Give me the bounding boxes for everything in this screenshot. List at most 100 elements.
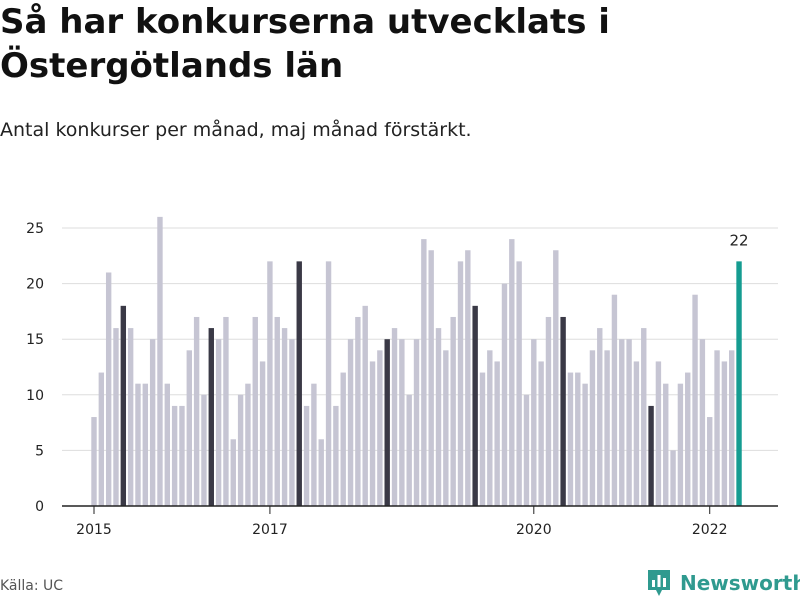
bar bbox=[604, 350, 610, 506]
bar bbox=[699, 339, 706, 506]
bar bbox=[252, 316, 258, 506]
bar bbox=[120, 305, 127, 506]
bar bbox=[501, 283, 508, 506]
bar bbox=[553, 250, 559, 506]
bar bbox=[685, 372, 691, 506]
bar bbox=[340, 372, 346, 506]
bar bbox=[399, 339, 405, 506]
bar bbox=[582, 383, 588, 506]
bar bbox=[186, 350, 192, 506]
bar bbox=[619, 339, 625, 506]
y-tick-label: 5 bbox=[35, 443, 44, 459]
bar bbox=[362, 305, 368, 506]
bar bbox=[560, 316, 566, 506]
bar bbox=[325, 261, 332, 506]
bar bbox=[289, 339, 295, 506]
bar bbox=[127, 328, 134, 506]
bar-chart: 0 5 10 15 20 25 2015 2017 2020 2022 22 bbox=[26, 216, 778, 538]
bar bbox=[531, 339, 537, 506]
axes bbox=[62, 505, 778, 514]
bar bbox=[149, 339, 156, 506]
bar bbox=[597, 328, 603, 506]
y-tick-label: 0 bbox=[35, 499, 44, 515]
bar bbox=[157, 216, 163, 506]
bar bbox=[318, 439, 324, 506]
labels: 0 5 10 15 20 25 2015 2017 2020 2022 22 bbox=[26, 221, 748, 538]
bar bbox=[215, 339, 222, 506]
bar bbox=[135, 383, 141, 506]
bar bbox=[347, 339, 354, 506]
bar bbox=[333, 405, 339, 506]
bar bbox=[648, 405, 654, 506]
bar bbox=[230, 439, 236, 506]
bar bbox=[223, 316, 229, 506]
bar bbox=[91, 417, 97, 506]
bar bbox=[443, 350, 449, 506]
bar bbox=[406, 394, 412, 506]
bar bbox=[655, 361, 662, 506]
bar bbox=[487, 350, 493, 506]
bars bbox=[91, 216, 742, 506]
bar bbox=[105, 272, 112, 506]
bar bbox=[245, 383, 251, 506]
bar bbox=[575, 372, 581, 506]
bar bbox=[589, 350, 596, 506]
bar bbox=[208, 328, 214, 506]
bar bbox=[413, 339, 420, 506]
bar bbox=[611, 294, 618, 506]
bar bbox=[707, 417, 713, 506]
bar bbox=[164, 383, 170, 506]
bar bbox=[391, 328, 398, 506]
y-tick-label: 10 bbox=[26, 388, 44, 404]
bar bbox=[311, 383, 317, 506]
bar bbox=[384, 339, 390, 506]
bar bbox=[179, 405, 185, 506]
data-label: 22 bbox=[729, 231, 748, 249]
bar bbox=[692, 294, 698, 506]
bar bbox=[201, 394, 207, 506]
bar bbox=[193, 316, 200, 506]
bar bbox=[450, 316, 456, 506]
bar bbox=[274, 316, 280, 506]
bar bbox=[567, 372, 574, 506]
bar bbox=[641, 328, 647, 506]
brand-logo[interactable]: Newsworthy bbox=[646, 568, 800, 598]
bar bbox=[714, 350, 720, 506]
bar bbox=[171, 405, 178, 506]
bar bbox=[509, 239, 515, 506]
bar bbox=[465, 250, 471, 506]
y-tick-label: 25 bbox=[26, 221, 44, 237]
x-tick-label: 2020 bbox=[516, 522, 552, 538]
chart-title: Så har konkurserna utvecklats i Östergöt… bbox=[0, 2, 610, 86]
bar bbox=[113, 328, 119, 506]
bar bbox=[729, 350, 735, 506]
bar bbox=[355, 316, 361, 506]
x-tick-label: 2017 bbox=[252, 522, 288, 538]
bar bbox=[670, 450, 676, 506]
bar bbox=[237, 394, 244, 506]
bar bbox=[516, 261, 522, 506]
bar bbox=[545, 316, 552, 506]
bar bbox=[428, 250, 434, 506]
bar bbox=[633, 361, 640, 506]
bar bbox=[677, 383, 684, 506]
bar bbox=[663, 383, 669, 506]
bar bbox=[259, 361, 266, 506]
bar bbox=[538, 361, 544, 506]
bar bbox=[296, 261, 302, 506]
bar bbox=[626, 339, 632, 506]
x-tick-label: 2015 bbox=[76, 522, 112, 538]
bar-chart-logo-icon bbox=[648, 570, 670, 596]
bar bbox=[435, 328, 442, 506]
bar bbox=[523, 394, 530, 506]
bar bbox=[472, 305, 478, 506]
bar bbox=[421, 239, 427, 506]
bar bbox=[281, 328, 288, 506]
bar bbox=[303, 405, 310, 506]
bar bbox=[721, 361, 728, 506]
y-tick-label: 15 bbox=[26, 332, 44, 348]
bar bbox=[377, 350, 383, 506]
x-tick-label: 2022 bbox=[692, 522, 728, 538]
source-note: Källa: UC bbox=[0, 578, 64, 594]
bar bbox=[369, 361, 376, 506]
